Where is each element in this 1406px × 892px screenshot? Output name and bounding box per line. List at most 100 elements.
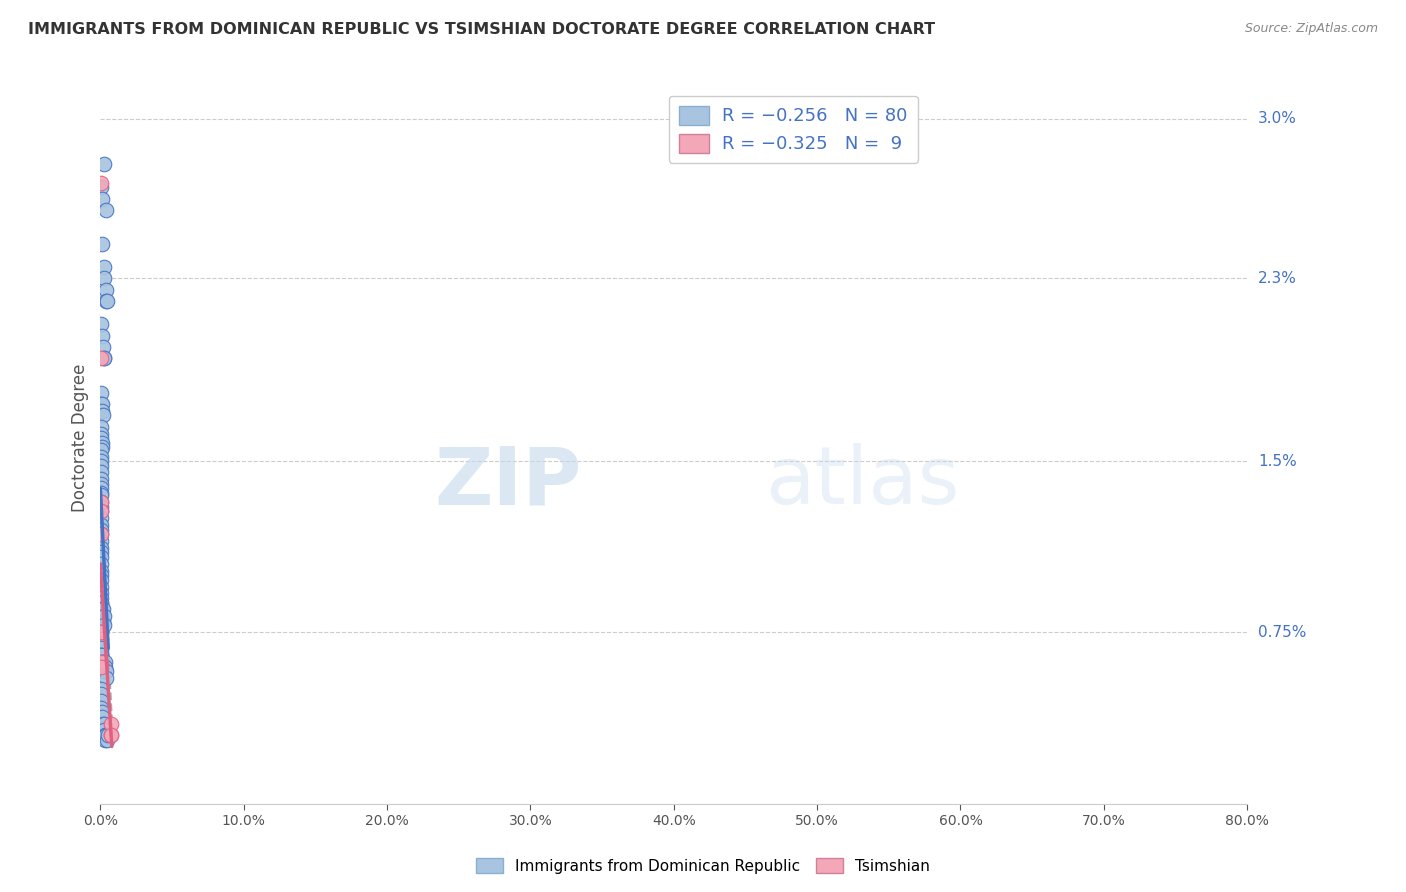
Point	[90, 317, 112, 331]
Point	[90, 637, 112, 651]
Point	[91, 664, 114, 678]
Point	[90, 504, 112, 518]
Point	[90, 596, 112, 610]
Point	[90, 648, 112, 662]
Point	[90, 564, 112, 578]
Point	[90, 454, 112, 468]
Point	[91, 609, 114, 624]
Point	[91, 404, 114, 418]
Point	[90, 458, 112, 473]
Point	[90, 180, 112, 194]
Point	[96, 671, 118, 685]
Point	[90, 648, 112, 662]
Point	[93, 618, 115, 632]
Point	[93, 351, 115, 366]
Point	[94, 664, 117, 678]
Point	[91, 659, 114, 673]
Point	[90, 632, 112, 647]
Point	[90, 176, 112, 190]
Point	[90, 442, 112, 457]
Text: IMMIGRANTS FROM DOMINICAN REPUBLIC VS TSIMSHIAN DOCTORATE DEGREE CORRELATION CHA: IMMIGRANTS FROM DOMINICAN REPUBLIC VS TS…	[28, 22, 935, 37]
Point	[90, 450, 112, 464]
Point	[90, 472, 112, 486]
Point	[90, 504, 112, 518]
Point	[90, 580, 112, 594]
Point	[90, 495, 112, 509]
Point	[90, 568, 112, 582]
Text: 0.75%: 0.75%	[1258, 624, 1306, 640]
Legend: R = −0.256   N = 80, R = −0.325   N =  9: R = −0.256 N = 80, R = −0.325 N = 9	[669, 96, 918, 162]
Point	[90, 687, 112, 701]
Point	[93, 271, 115, 285]
Point	[91, 237, 114, 252]
Point	[90, 655, 112, 669]
Text: ZIP: ZIP	[434, 443, 582, 521]
Point	[90, 397, 112, 411]
Point	[93, 655, 115, 669]
Point	[90, 397, 112, 411]
Point	[96, 294, 118, 309]
Point	[90, 659, 112, 673]
Point	[90, 420, 112, 434]
Text: 2.3%: 2.3%	[1258, 271, 1298, 286]
Point	[91, 602, 114, 616]
Point	[91, 441, 114, 455]
Point	[91, 723, 114, 738]
Point	[90, 385, 112, 400]
Point	[90, 488, 112, 502]
Point	[90, 495, 112, 509]
Point	[93, 723, 115, 738]
Point	[90, 545, 112, 559]
Point	[90, 655, 112, 669]
Point	[100, 728, 122, 742]
Point	[90, 694, 112, 708]
Point	[90, 549, 112, 564]
Point	[94, 659, 117, 673]
Point	[90, 466, 112, 480]
Point	[93, 609, 115, 624]
Point	[91, 192, 114, 206]
Point	[90, 586, 112, 600]
Point	[90, 596, 112, 610]
Point	[90, 625, 112, 640]
Point	[90, 511, 112, 525]
Point	[90, 435, 112, 450]
Point	[93, 716, 115, 731]
Point	[91, 614, 114, 628]
Text: atlas: atlas	[765, 443, 960, 521]
Point	[90, 431, 112, 445]
Point	[90, 500, 112, 514]
Point	[90, 641, 112, 656]
Point	[91, 716, 114, 731]
Point	[90, 477, 112, 491]
Point	[90, 682, 112, 697]
Point	[90, 602, 112, 616]
Point	[93, 351, 115, 366]
Point	[90, 482, 112, 496]
Point	[93, 260, 115, 274]
Point	[90, 557, 112, 571]
Text: 3.0%: 3.0%	[1258, 112, 1298, 126]
Point	[91, 328, 114, 343]
Point	[90, 523, 112, 537]
Point	[100, 728, 122, 742]
Point	[94, 732, 117, 747]
Point	[93, 157, 115, 171]
Legend: Immigrants from Dominican Republic, Tsimshian: Immigrants from Dominican Republic, Tsim…	[470, 852, 936, 880]
Point	[91, 710, 114, 724]
Point	[93, 659, 115, 673]
Text: 1.5%: 1.5%	[1258, 453, 1296, 468]
Point	[90, 625, 112, 640]
Point	[94, 728, 117, 742]
Point	[90, 527, 112, 541]
Point	[100, 716, 122, 731]
Point	[91, 655, 114, 669]
Point	[90, 705, 112, 719]
Point	[90, 426, 112, 441]
Point	[91, 409, 114, 423]
Point	[90, 573, 112, 587]
Point	[90, 486, 112, 500]
Point	[90, 700, 112, 714]
Point	[94, 283, 117, 297]
Point	[96, 728, 118, 742]
